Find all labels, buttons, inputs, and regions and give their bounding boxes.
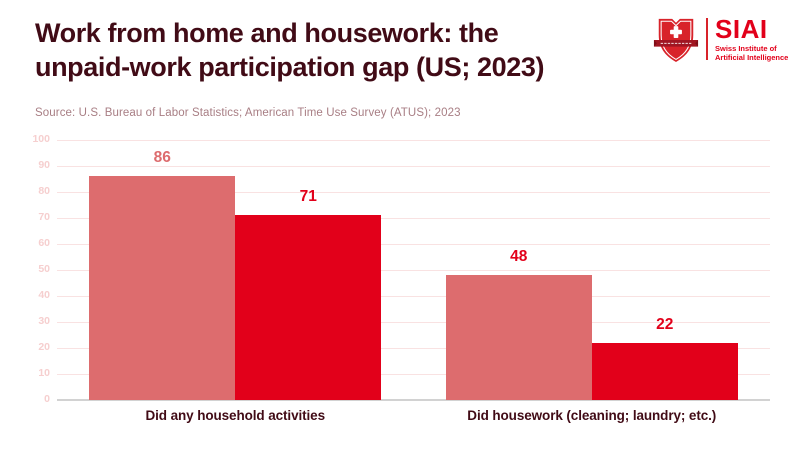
y-tick-label: 60 bbox=[38, 237, 50, 249]
bar bbox=[235, 215, 382, 400]
page-title-line2: unpaid-work participation gap (US; 2023) bbox=[35, 52, 545, 83]
y-tick-label: 90 bbox=[38, 159, 50, 171]
bar bbox=[445, 275, 592, 400]
source-caption: Source: U.S. Bureau of Labor Statistics;… bbox=[35, 107, 461, 119]
gridline bbox=[57, 374, 770, 375]
bar bbox=[89, 176, 236, 400]
page-title: Work from home and housework: the unpaid-… bbox=[35, 16, 655, 85]
gridline bbox=[57, 322, 770, 323]
siai-logo: SIAI Swiss Institute of Artificial Intell… bbox=[653, 14, 788, 64]
logo-name: SIAI bbox=[715, 14, 768, 44]
gridline bbox=[57, 140, 770, 141]
gridline bbox=[57, 270, 770, 271]
y-tick-label: 30 bbox=[38, 315, 50, 327]
siai-shield-icon bbox=[653, 18, 699, 62]
y-tick-label: 100 bbox=[32, 133, 50, 145]
x-category-label: Did housework (cleaning; laundry; etc.) bbox=[467, 408, 717, 423]
y-tick-label: 20 bbox=[38, 341, 50, 353]
bar-value-label: 48 bbox=[510, 248, 528, 266]
logo-subtitle: Swiss Institute of Artificial Intelligenc… bbox=[715, 44, 789, 62]
gridline bbox=[57, 192, 770, 193]
bar bbox=[591, 342, 738, 400]
gridline bbox=[57, 244, 770, 245]
gridline bbox=[57, 218, 770, 219]
y-tick-label: 50 bbox=[38, 263, 50, 275]
logo-divider bbox=[706, 18, 708, 60]
y-tick-label: 80 bbox=[38, 185, 50, 197]
y-tick-label: 0 bbox=[44, 393, 50, 405]
page-title-line1: Work from home and housework: the bbox=[35, 18, 499, 48]
gridline bbox=[57, 166, 770, 167]
x-category-label: Did any household activities bbox=[145, 408, 326, 423]
bar-value-label: 71 bbox=[299, 188, 317, 206]
logo-wordmark: SIAI Swiss Institute of Artificial Intell… bbox=[715, 16, 788, 62]
bar-value-label: 22 bbox=[656, 315, 674, 333]
x-axis-line bbox=[57, 399, 770, 401]
y-tick-label: 70 bbox=[38, 211, 50, 223]
y-tick-label: 40 bbox=[38, 289, 50, 301]
bar-value-label: 86 bbox=[153, 149, 171, 167]
y-tick-label: 10 bbox=[38, 367, 50, 379]
gridline bbox=[57, 296, 770, 297]
gridline bbox=[57, 348, 770, 349]
